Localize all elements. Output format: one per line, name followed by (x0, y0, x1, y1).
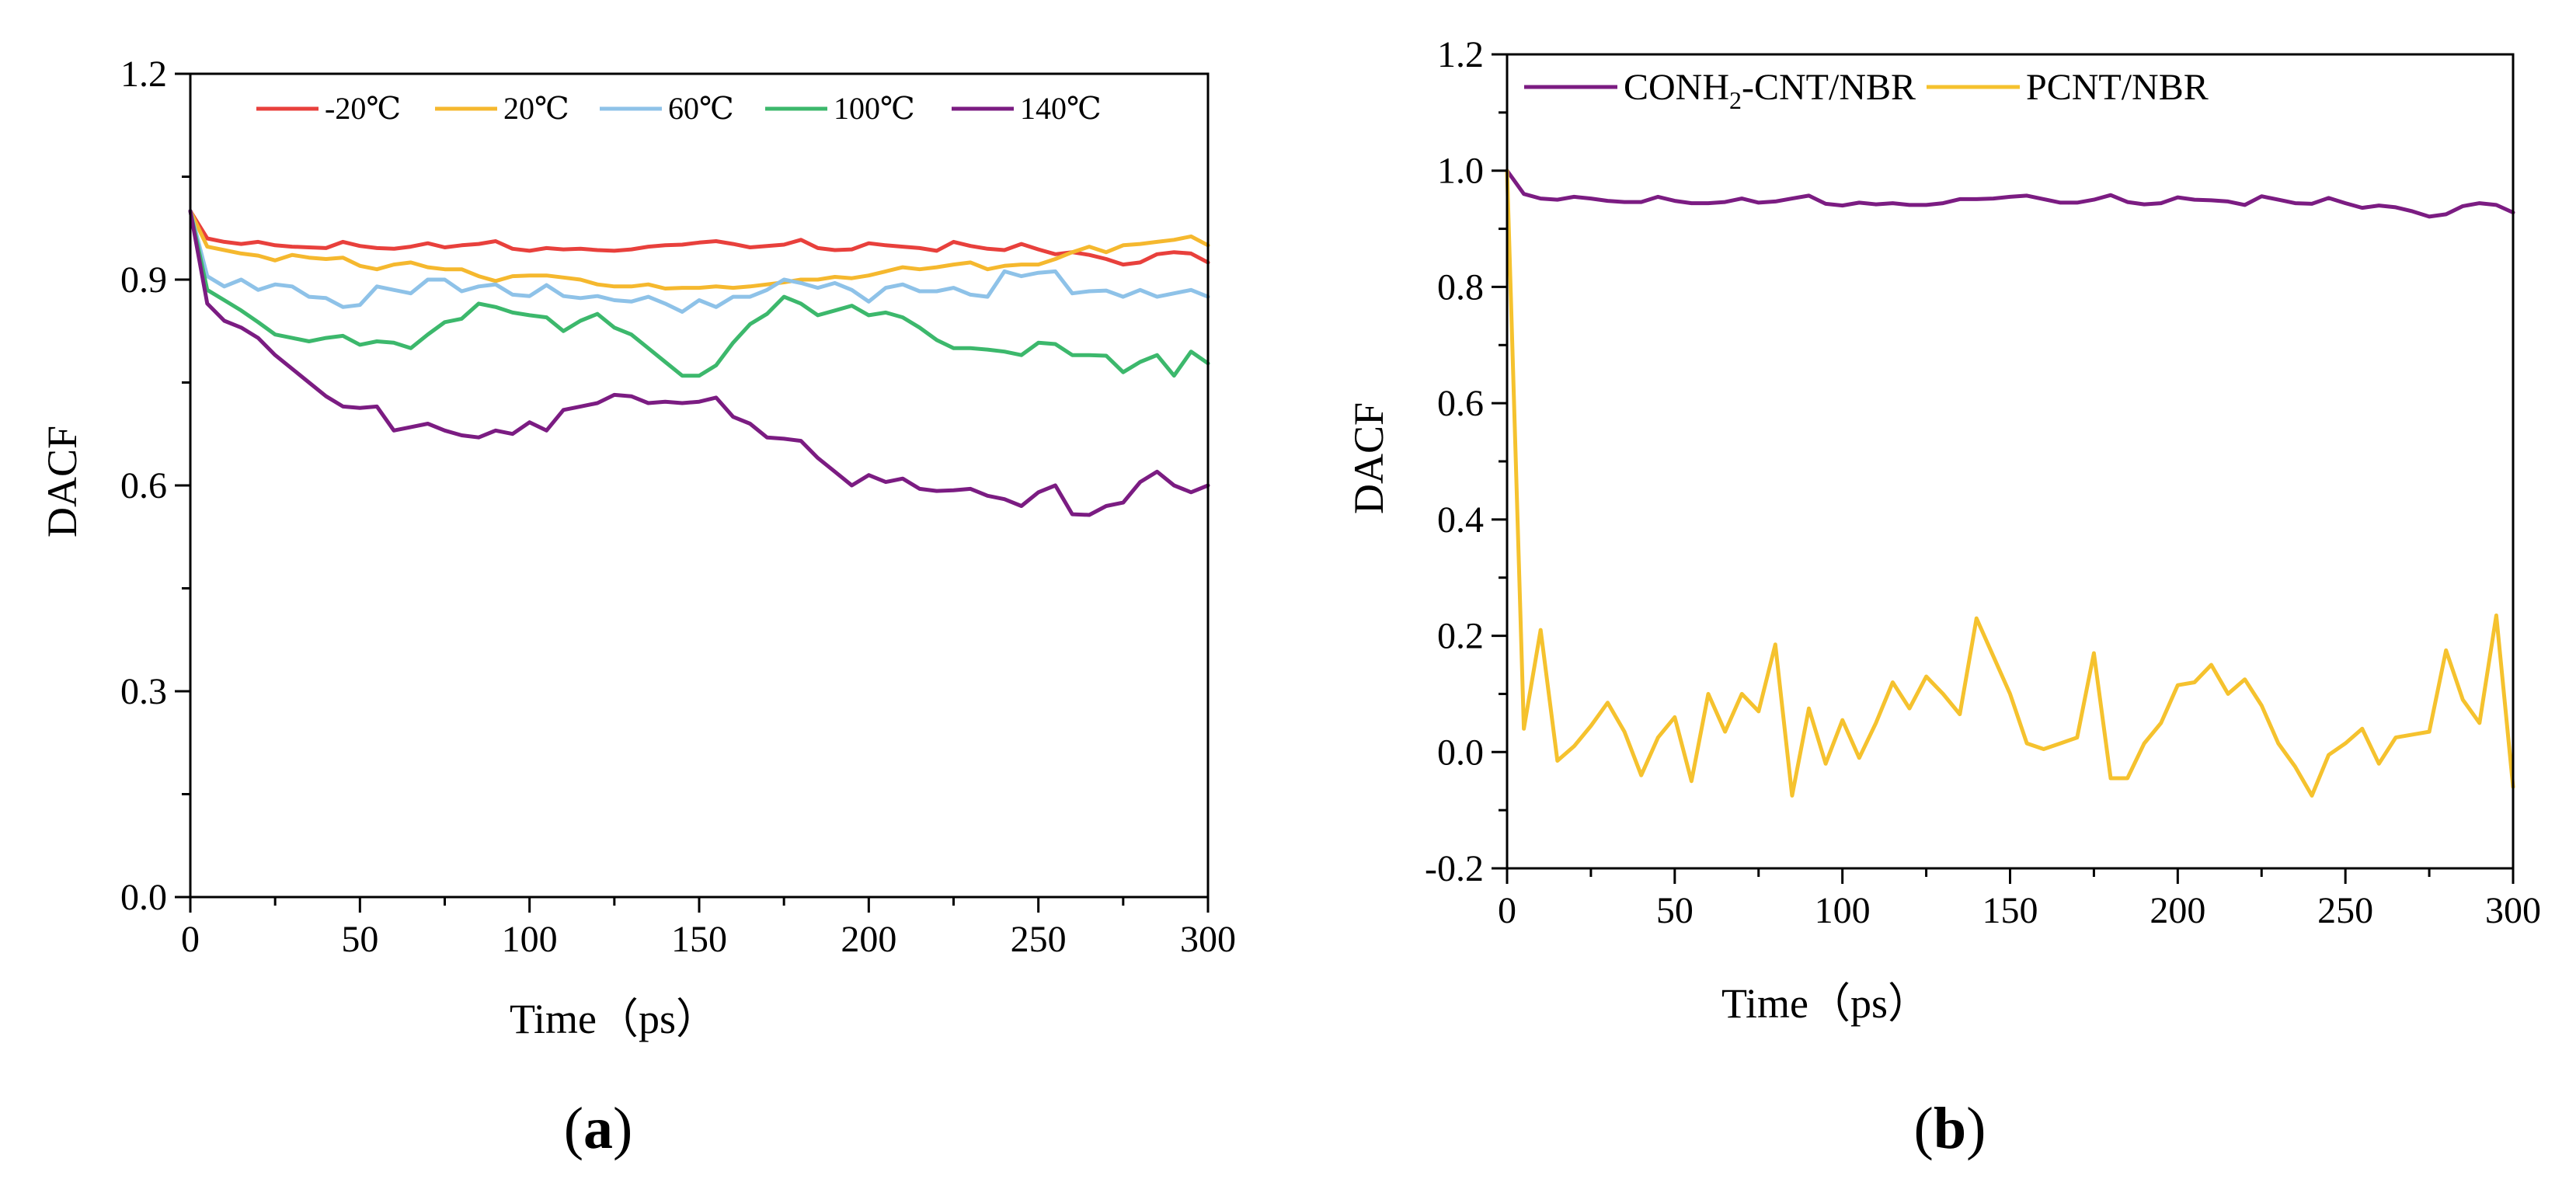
panel-a-x-tick-label: 250 (1011, 919, 1067, 960)
panel-b-caption-close: ) (1966, 1096, 1986, 1161)
panel-a-legend-label-3: 100℃ (834, 91, 915, 126)
panel-a-series-line-3 (188, 209, 1210, 378)
panel-b-y-tick-label: 0.8 (1437, 266, 1484, 308)
panel-a-x-tick-label: 100 (502, 919, 558, 960)
panel-a-y-tick-label: 0.9 (120, 259, 167, 301)
panel-a-x-axis-title: Time（ps） (510, 996, 718, 1042)
panel-a-caption: (a) (564, 1096, 633, 1161)
panel-b-x-tick-label: 100 (1815, 890, 1871, 931)
panel-a-y-tick-label: 0.6 (120, 465, 167, 506)
panel-b-caption: (b) (1914, 1096, 1986, 1161)
panel-a-legend: -20℃ 20℃ 60℃ 100℃ 140℃ (256, 91, 1102, 126)
panel-b-x-tick-label: 50 (1656, 890, 1694, 931)
panel-a-x-tick-label: 200 (841, 919, 896, 960)
panel-a-y-tick-label: 0.0 (120, 877, 167, 918)
panel-a-series-group (188, 209, 1210, 517)
panel-b-y-tick-label: 0.6 (1437, 383, 1484, 424)
panel-b-legend-label-1: PCNT/NBR (2026, 67, 2209, 108)
panel-b-x-tick-label: 250 (2317, 890, 2373, 931)
panel-a-caption-open: ( (564, 1096, 583, 1161)
panel-a-x-tick-label: 50 (341, 919, 378, 960)
panel-b-caption-open: ( (1914, 1096, 1934, 1161)
panel-a-legend-label-1: 20℃ (503, 91, 569, 126)
panel-b-series-line-0 (1505, 169, 2515, 219)
panel-a-legend-label-0: -20℃ (325, 91, 401, 126)
panel-b-axes: 0 50 100 150 200 250 300 -0.2 0.0 0.2 0.4 0.6 0.8 1.0… (1425, 34, 2541, 931)
panel-b-y-tick-label: -0.2 (1425, 848, 1484, 889)
panel-a-series-line-2 (188, 209, 1210, 314)
panel-a-x-tick-label: 150 (671, 919, 727, 960)
panel-b-y-tick-label: 0.0 (1437, 732, 1484, 773)
panel-b-x-tick-label: 200 (2150, 890, 2205, 931)
panel-b-x-tick-label: 300 (2485, 890, 2541, 931)
panel-b-y-axis-title: DACF (1345, 402, 1392, 514)
panel-b-x-tick-label: 0 (1498, 890, 1516, 931)
panel-b-plot-frame (1506, 53, 2515, 870)
panel-b-series-group (1505, 169, 2515, 798)
panel-a-x-tick-label: 0 (181, 919, 200, 960)
panel-a-series-line-4 (188, 209, 1210, 517)
panel-a-y-tick-label: 0.3 (120, 671, 167, 712)
panel-a-x-tick-label: 300 (1180, 919, 1236, 960)
panel-a-chart: 0 50 100 150 200 250 300 0.0 0.3 0.6 0.9 1.2 -20℃ 20… (39, 54, 1236, 1161)
panel-a-caption-close: ) (613, 1096, 632, 1161)
panel-b-x-axis-title: Time（ps） (1721, 980, 1930, 1027)
panel-b-series-line-1 (1505, 169, 2515, 798)
panel-a-series-line-0 (188, 209, 1210, 267)
panel-b-chart: 0 50 100 150 200 250 300 -0.2 0.0 0.2 0.4 0.6 0.8 1.0… (1345, 34, 2541, 1161)
panel-a-y-axis-title: DACF (39, 426, 85, 537)
panel-b-y-tick-label: 0.2 (1437, 616, 1484, 657)
panel-a-legend-label-2: 60℃ (668, 91, 734, 126)
panel-a-legend-label-4: 140℃ (1020, 91, 1102, 126)
panel-b-x-tick-label: 150 (1982, 890, 2038, 931)
panel-a-y-tick-label: 1.2 (120, 54, 167, 95)
panel-a-caption-letter: a (583, 1096, 613, 1161)
panel-b-caption-letter: b (1934, 1096, 1966, 1161)
panel-a-series-line-1 (188, 209, 1210, 290)
panel-b-y-tick-label: 1.0 (1437, 151, 1484, 192)
panel-b-legend-label-0: CONH2-CNT/NBR (1624, 67, 1916, 114)
panel-b-y-tick-label: 1.2 (1437, 34, 1484, 75)
panel-b-legend: CONH2-CNT/NBR PCNT/NBR (1524, 67, 2209, 114)
panel-b-y-tick-label: 0.4 (1437, 499, 1484, 541)
panel-a-axes: 0 50 100 150 200 250 300 0.0 0.3 0.6 0.9 1.2 (120, 54, 1236, 960)
